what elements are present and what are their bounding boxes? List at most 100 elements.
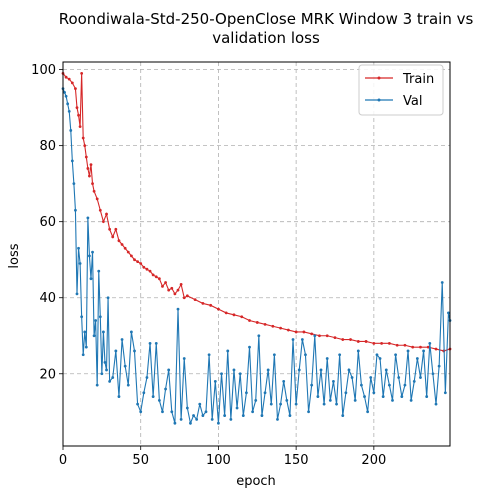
data-point-train xyxy=(81,136,85,140)
data-point-train xyxy=(70,81,74,85)
data-point-train xyxy=(302,330,306,334)
y-tick-label: 100 xyxy=(31,63,56,78)
series-train xyxy=(61,72,452,353)
data-point-val xyxy=(129,330,133,334)
data-point-train xyxy=(84,155,88,159)
data-point-train xyxy=(232,313,236,317)
data-point-train xyxy=(380,341,384,345)
data-point-val xyxy=(245,391,248,395)
data-point-val xyxy=(102,330,105,334)
data-point-val xyxy=(189,421,192,425)
data-point-val xyxy=(179,417,183,421)
data-point-train xyxy=(364,340,368,343)
data-point-val xyxy=(97,269,101,273)
data-point-val xyxy=(288,414,292,417)
data-point-val xyxy=(341,414,345,417)
data-point-val xyxy=(111,376,115,379)
data-point-train xyxy=(80,72,84,75)
data-point-val xyxy=(279,402,282,406)
data-point-train xyxy=(372,341,376,345)
data-point-train xyxy=(102,220,105,224)
data-point-train xyxy=(74,87,77,91)
chart-title-line-1: Roondiwala-Std-250-OpenClose MRK Window … xyxy=(59,10,474,28)
data-point-train xyxy=(95,197,99,201)
data-point-val xyxy=(220,372,223,376)
data-point-train xyxy=(157,277,161,281)
data-point-val xyxy=(350,376,354,379)
data-point-val xyxy=(105,368,108,372)
data-point-val xyxy=(412,379,416,383)
data-point-val xyxy=(428,341,432,345)
series-layer xyxy=(61,72,452,426)
series-val xyxy=(61,87,452,426)
data-point-val xyxy=(335,402,338,406)
data-point-val xyxy=(86,216,90,220)
data-point-train xyxy=(318,334,321,338)
data-point-val xyxy=(63,91,66,94)
data-point-val xyxy=(447,311,450,315)
data-point-train xyxy=(224,311,228,315)
data-point-train xyxy=(126,250,130,254)
data-point-train xyxy=(83,144,87,148)
data-point-val xyxy=(142,391,146,395)
data-point-val xyxy=(229,417,233,421)
data-point-val xyxy=(173,421,177,425)
data-point-val xyxy=(108,379,112,383)
data-point-val xyxy=(226,349,230,353)
data-point-train xyxy=(395,343,399,347)
data-point-val xyxy=(440,281,444,284)
data-point-val xyxy=(136,402,140,406)
plot-frame xyxy=(62,61,451,447)
data-point-val xyxy=(251,410,255,414)
data-point-val xyxy=(263,391,267,395)
data-point-train xyxy=(161,284,164,288)
data-point-train xyxy=(91,182,94,186)
x-tick-label: 100 xyxy=(206,453,231,468)
data-point-val xyxy=(223,414,227,417)
data-point-val xyxy=(391,398,394,402)
data-point-train xyxy=(240,315,244,319)
data-point-val xyxy=(84,345,88,349)
data-point-train xyxy=(164,281,167,284)
axis-ticks: 0 50 100 150 200 20 40 60 80 100 xyxy=(31,63,386,468)
x-tick-label: 50 xyxy=(132,453,149,468)
data-point-train xyxy=(349,338,352,341)
data-point-train xyxy=(217,307,220,311)
data-point-train xyxy=(176,288,180,292)
y-tick-label: 80 xyxy=(39,139,56,154)
data-point-train xyxy=(185,294,189,298)
data-point-val xyxy=(88,254,91,258)
data-point-val xyxy=(83,330,87,334)
data-point-train xyxy=(294,330,298,334)
data-point-val xyxy=(316,395,320,398)
data-point-val xyxy=(103,360,107,364)
data-point-val xyxy=(198,402,202,406)
data-point-val xyxy=(117,395,121,398)
data-point-val xyxy=(409,398,413,402)
data-point-val xyxy=(272,353,276,357)
data-point-val xyxy=(319,368,323,372)
data-point-val xyxy=(157,398,161,402)
data-point-train xyxy=(173,292,177,296)
data-point-val xyxy=(325,357,329,360)
data-point-val xyxy=(72,182,76,186)
data-point-train xyxy=(92,189,96,193)
data-point-val xyxy=(387,383,391,387)
data-point-val xyxy=(310,383,314,387)
data-point-val xyxy=(338,353,342,357)
data-point-train xyxy=(129,254,133,258)
data-point-val xyxy=(195,417,199,421)
data-point-train xyxy=(77,113,80,117)
legend-val-label: Val xyxy=(403,94,422,109)
data-point-val xyxy=(92,334,96,338)
data-point-train xyxy=(286,328,290,332)
data-point-val xyxy=(369,376,373,379)
data-point-val xyxy=(154,341,158,345)
data-point-train xyxy=(179,283,183,286)
data-point-val xyxy=(344,391,348,395)
data-point-val xyxy=(75,292,79,296)
data-point-val xyxy=(81,353,85,357)
x-tick-label: 0 xyxy=(59,453,67,468)
data-point-val xyxy=(161,410,164,414)
